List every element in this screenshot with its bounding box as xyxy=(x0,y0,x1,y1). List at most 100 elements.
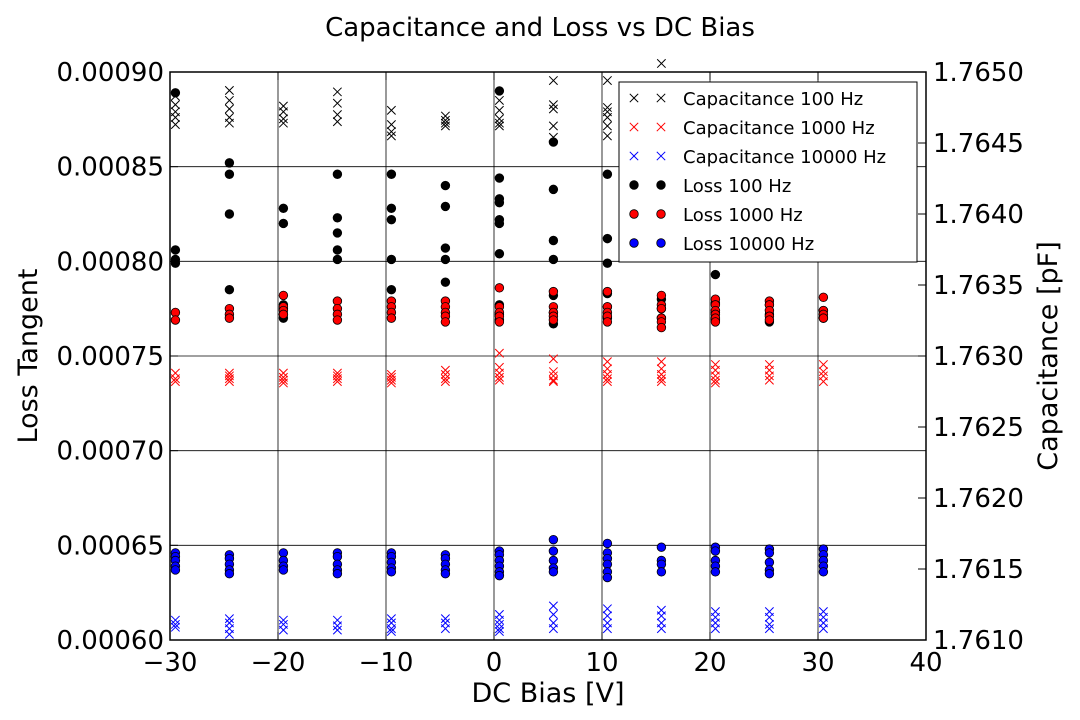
dot-point xyxy=(332,245,343,255)
cross-point xyxy=(440,374,450,384)
dot-point xyxy=(602,169,613,179)
marker-stroke xyxy=(494,624,504,634)
dot-point xyxy=(224,209,235,219)
legend-marker xyxy=(629,180,639,190)
marker-stroke xyxy=(386,624,396,634)
cross-point xyxy=(548,609,558,619)
marker-stroke xyxy=(224,118,234,128)
marker-stroke xyxy=(602,624,612,634)
cross-point xyxy=(764,371,774,381)
dot-point xyxy=(548,546,559,556)
marker-stroke xyxy=(494,114,504,124)
marker-stroke xyxy=(548,354,558,364)
marker-stroke xyxy=(602,102,612,113)
dot-point xyxy=(278,218,289,229)
cross-point xyxy=(440,121,450,131)
cross-point xyxy=(494,368,504,378)
dot-point xyxy=(494,218,505,229)
marker-stroke xyxy=(332,374,342,384)
marker-stroke xyxy=(332,110,342,120)
marker-stroke xyxy=(440,365,450,375)
dot-point xyxy=(494,570,505,581)
cross-point xyxy=(278,375,288,385)
marker-stroke xyxy=(494,118,504,128)
cross-point xyxy=(224,614,234,624)
dot-point xyxy=(440,569,451,579)
marker-stroke xyxy=(386,131,396,141)
marker-stroke xyxy=(278,625,288,635)
cross-point xyxy=(224,118,234,128)
y2-tick-label: 1.7620 xyxy=(933,484,1024,514)
cross-point xyxy=(602,121,612,131)
cross-point xyxy=(710,371,720,381)
dot-point xyxy=(440,201,451,212)
y2-tick-label: 1.7645 xyxy=(933,129,1024,159)
marker-stroke xyxy=(440,624,450,634)
legend-marker xyxy=(629,209,639,219)
dot-point xyxy=(440,180,451,191)
marker-stroke xyxy=(224,377,234,387)
marker-stroke xyxy=(440,118,450,128)
legend-label: Capacitance 100 Hz xyxy=(683,89,863,110)
dot-point xyxy=(386,203,397,214)
cross-point xyxy=(386,119,396,130)
cross-point xyxy=(440,118,450,128)
dot-point xyxy=(440,243,451,253)
legend: Capacitance 100 Hz Capacitance 1000 Hz Cap… xyxy=(618,81,918,263)
marker-stroke xyxy=(494,105,504,115)
legend-marker xyxy=(629,151,639,161)
marker-stroke xyxy=(332,377,342,387)
cross-point xyxy=(764,624,774,634)
marker-stroke xyxy=(602,374,612,384)
legend-label: Loss 100 Hz xyxy=(683,176,791,197)
marker-stroke xyxy=(602,131,612,141)
cross-point xyxy=(440,111,450,121)
marker-stroke xyxy=(332,625,342,635)
cross-point xyxy=(278,625,288,635)
dot-point xyxy=(602,258,613,268)
marker-stroke xyxy=(332,117,342,127)
marker-stroke xyxy=(440,111,450,121)
marker-stroke xyxy=(224,85,234,96)
cross-point xyxy=(548,377,558,387)
cross-point xyxy=(602,102,612,113)
cross-point xyxy=(332,98,342,108)
marker-stroke xyxy=(548,367,558,377)
marker-stroke xyxy=(548,609,558,619)
cross-point xyxy=(170,377,180,387)
series-5 xyxy=(170,534,829,583)
cross-point xyxy=(494,105,504,115)
cross-point xyxy=(386,127,396,137)
y-tick-label: 0.00080 xyxy=(56,247,164,277)
y-tick-label: 0.00090 xyxy=(56,58,164,88)
marker-stroke xyxy=(170,119,180,130)
x-tick-label: 30 xyxy=(801,648,834,678)
cross-point xyxy=(602,604,612,614)
marker-stroke xyxy=(170,100,180,110)
y2-tick-label: 1.7640 xyxy=(933,200,1024,230)
marker-stroke xyxy=(764,375,774,385)
dot-point xyxy=(386,169,397,179)
dot-point xyxy=(386,254,397,265)
marker-stroke xyxy=(494,368,504,378)
legend-marker xyxy=(629,93,639,103)
cross-point xyxy=(710,375,720,385)
cross-point xyxy=(548,601,558,611)
dot-point xyxy=(332,169,343,179)
cross-point xyxy=(548,104,558,114)
marker-stroke xyxy=(224,614,234,624)
dot-point xyxy=(332,569,343,579)
cross-point xyxy=(494,121,504,131)
cross-point xyxy=(494,615,504,625)
marker-stroke xyxy=(170,112,180,122)
legend-marker xyxy=(629,122,639,132)
dot-point xyxy=(656,567,667,577)
y2-tick-label: 1.7650 xyxy=(933,58,1024,88)
dot-point xyxy=(440,277,451,287)
dot-point xyxy=(278,290,289,301)
cross-point xyxy=(332,117,342,127)
cross-point xyxy=(602,112,612,122)
dot-point xyxy=(224,285,235,295)
marker-stroke xyxy=(224,629,234,639)
marker-stroke xyxy=(494,95,504,105)
